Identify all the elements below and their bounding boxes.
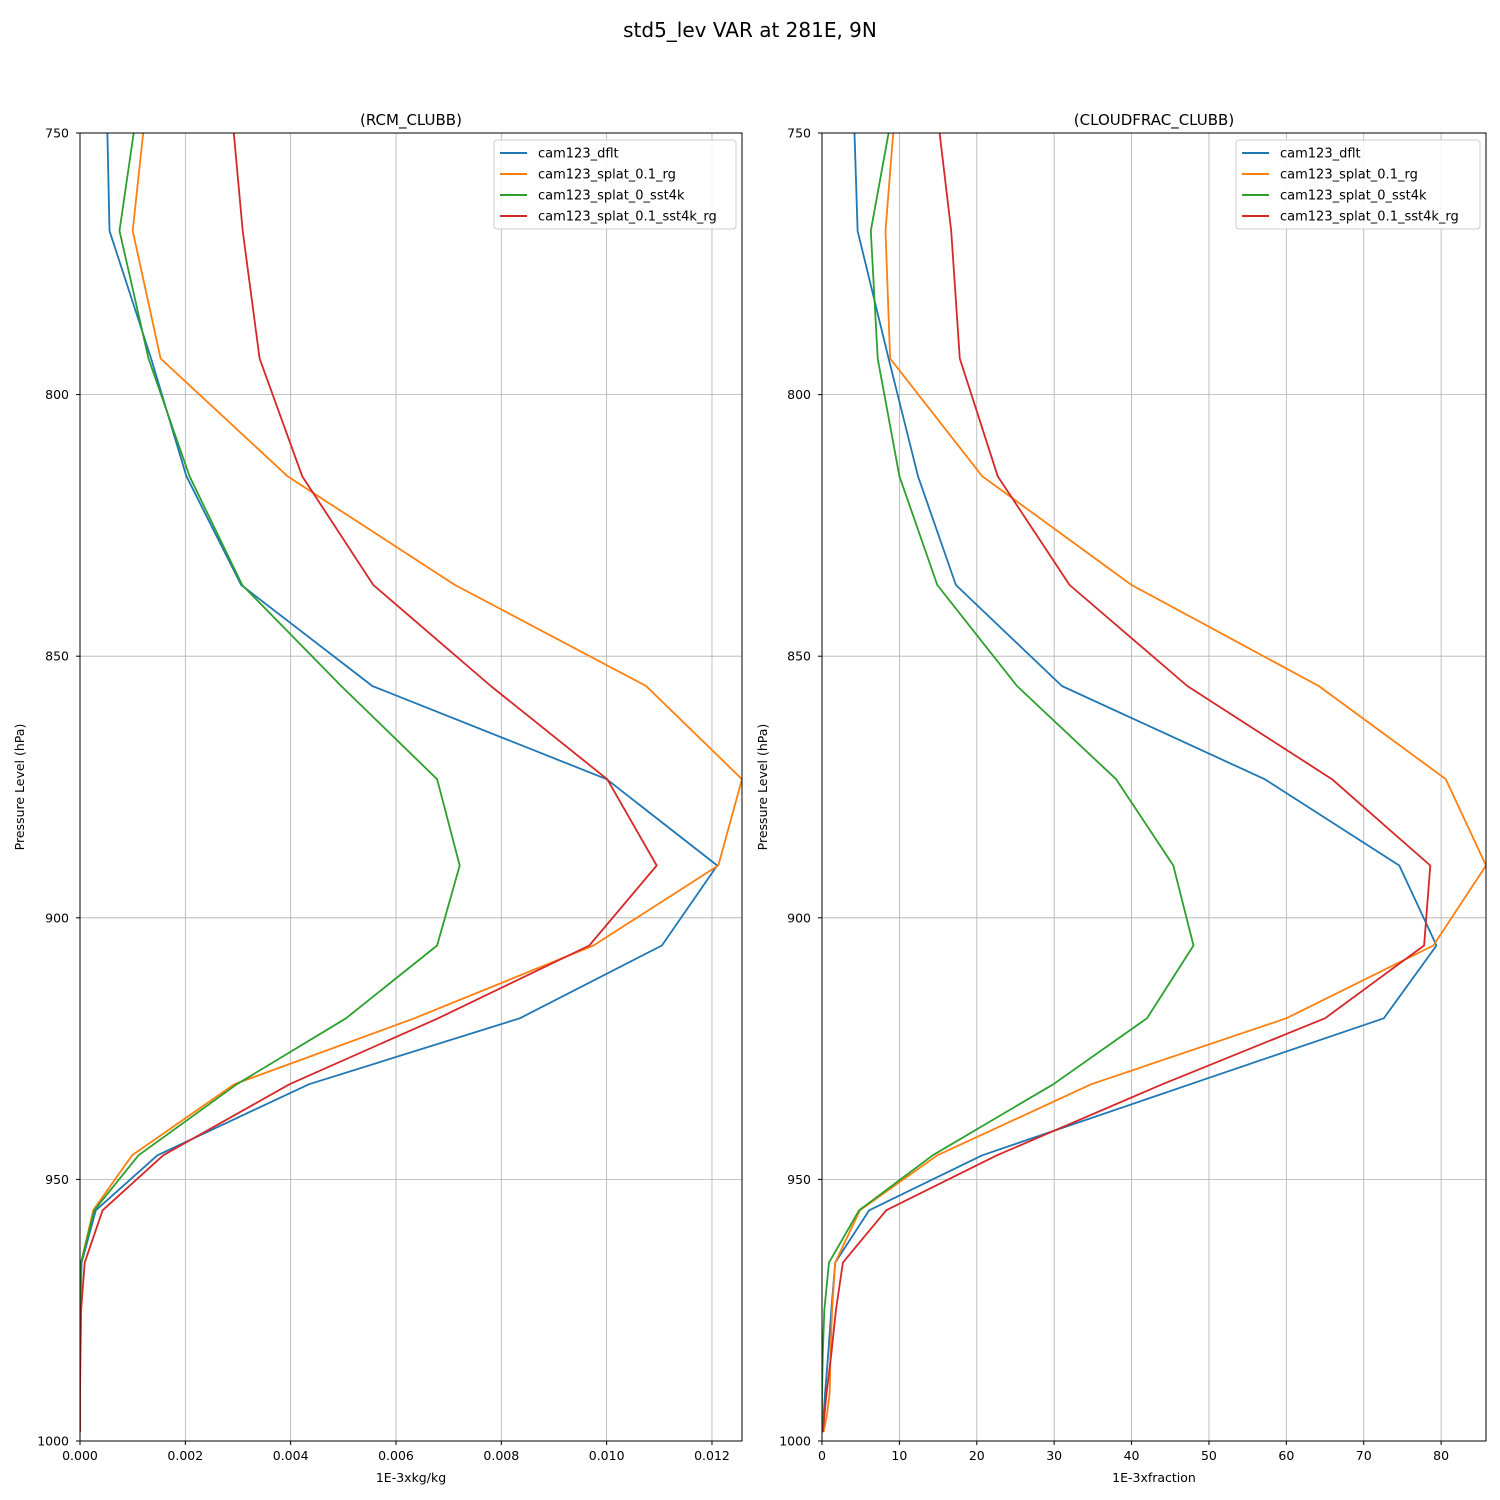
series-line (80, 133, 719, 1433)
series-line (822, 133, 1432, 1433)
panel-rcm-clubb: (RCM_CLUBB) 1E-3xkg/kg Pressure Level (h… (12, 111, 743, 1485)
legend: cam123_dflt cam123_splat_0.1_rg cam123_spl… (493, 139, 737, 230)
y-tick-label: 850 (45, 649, 69, 664)
y-tick-label: 850 (787, 649, 811, 664)
y-axis-label: Pressure Level (hPa) (755, 724, 770, 851)
x-tick-label: 0.008 (483, 1448, 519, 1463)
y-tick-label: 900 (787, 910, 811, 925)
plot-frame (821, 132, 1487, 1442)
x-tick-label: 0 (818, 1448, 826, 1463)
x-tick-label: 50 (1201, 1448, 1217, 1463)
x-tick-label: 60 (1278, 1448, 1294, 1463)
x-tick-label: 20 (969, 1448, 985, 1463)
series-line (80, 133, 742, 1433)
y-tick-label: 800 (45, 387, 69, 402)
x-tick-label: 10 (891, 1448, 907, 1463)
x-tick-label: 0.010 (589, 1448, 625, 1463)
x-tick-label: 40 (1124, 1448, 1140, 1463)
y-axis-label: Pressure Level (hPa) (12, 724, 27, 851)
x-tick-label: 80 (1433, 1448, 1449, 1463)
series-line (80, 133, 658, 1433)
series-line (822, 133, 1438, 1433)
y-tick-label: 950 (787, 1172, 811, 1187)
y-tick-label: 750 (45, 126, 69, 141)
x-tick-label: 0.002 (167, 1448, 203, 1463)
y-tick-label: 750 (787, 126, 811, 141)
legend-entry: cam123_splat_0_sst4k (538, 189, 685, 204)
y-tick-label: 950 (45, 1172, 69, 1187)
legend-entry: cam123_splat_0.1_rg (1280, 168, 1418, 183)
legend-entry: cam123_splat_0.1_rg (538, 168, 676, 183)
y-tick-label: 900 (45, 910, 69, 925)
y-tick-label: 1000 (37, 1434, 69, 1449)
x-tick-label: 0.006 (378, 1448, 414, 1463)
plot-frame (79, 132, 743, 1442)
x-tick-label: 0.004 (273, 1448, 309, 1463)
legend-entry: cam123_splat_0_sst4k (1280, 189, 1427, 204)
panel-title: (RCM_CLUBB) (360, 111, 462, 130)
x-tick-label: 70 (1356, 1448, 1372, 1463)
x-axis-label: 1E-3xfraction (1112, 1470, 1196, 1485)
legend-box (1235, 139, 1481, 230)
x-tick-label: 30 (1046, 1448, 1062, 1463)
y-tick-label: 1000 (779, 1434, 811, 1449)
legend-entry: cam123_dflt (538, 147, 619, 162)
figure-title: std5_lev VAR at 281E, 9N (623, 18, 877, 42)
panel-title: (CLOUDFRAC_CLUBB) (1074, 111, 1234, 130)
legend-entry: cam123_splat_0.1_sst4k_rg (538, 210, 717, 225)
legend-box (493, 139, 737, 230)
x-axis-label: 1E-3xkg/kg (376, 1470, 446, 1485)
x-tick-label: 0.012 (694, 1448, 730, 1463)
legend: cam123_dflt cam123_splat_0.1_rg cam123_spl… (1235, 139, 1481, 230)
series-line (822, 133, 1195, 1433)
y-tick-label: 800 (787, 387, 811, 402)
x-tick-label: 0.000 (62, 1448, 98, 1463)
legend-entry: cam123_splat_0.1_sst4k_rg (1280, 210, 1459, 225)
panel-cloudfrac-clubb: (CLOUDFRAC_CLUBB) 1E-3xfraction Pressure… (755, 111, 1487, 1485)
series-line (822, 133, 1486, 1433)
legend-entry: cam123_dflt (1280, 147, 1361, 162)
series-line (80, 133, 461, 1433)
